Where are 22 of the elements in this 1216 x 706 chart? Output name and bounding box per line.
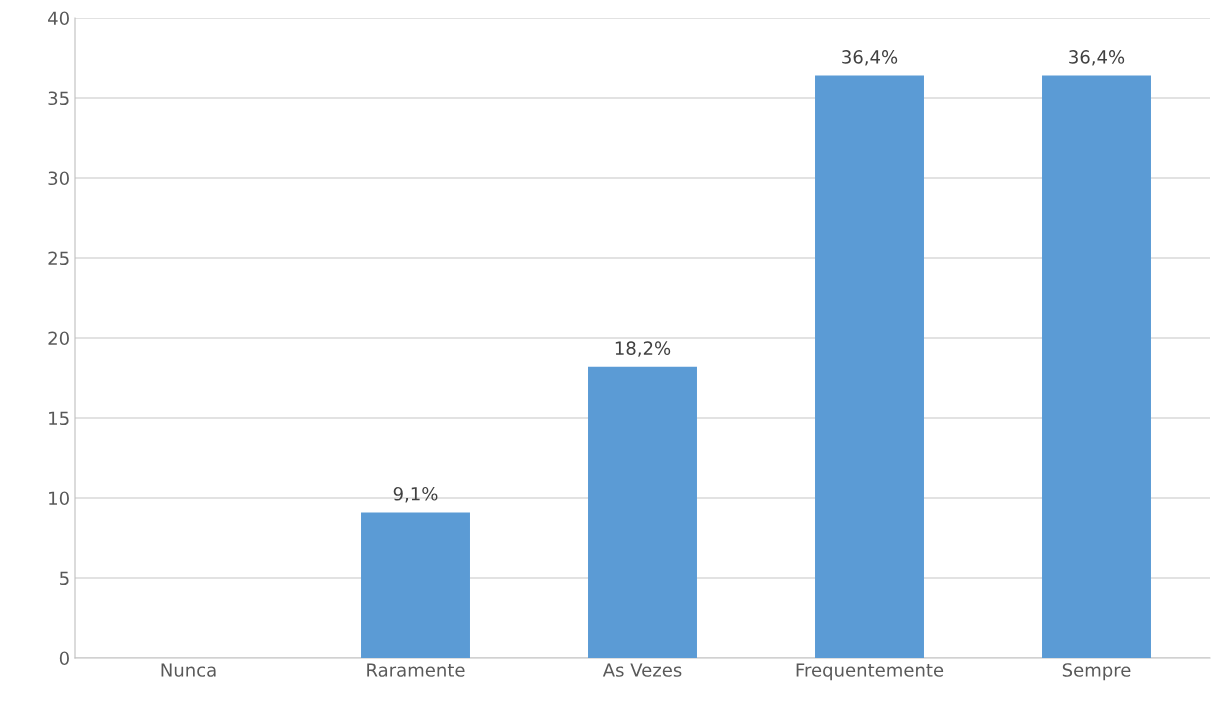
bar [588, 366, 697, 658]
data-label: 18,2% [615, 341, 671, 357]
x-tick-label: Nunca [161, 663, 216, 677]
bar [815, 75, 924, 658]
y-tick-label: 15 [49, 411, 69, 426]
bar [361, 512, 470, 658]
y-tick-label: 30 [48, 171, 69, 186]
x-tick-label: Raramente [367, 663, 465, 677]
y-tick-label: 10 [49, 491, 69, 506]
x-tick-label: Frequentemente [796, 663, 944, 681]
data-label: 36,4% [842, 50, 898, 66]
data-label: 36,4% [1069, 50, 1125, 66]
data-label: 9,1% [393, 486, 438, 503]
x-tick-label: As Vezes [602, 663, 682, 677]
bar [1042, 75, 1151, 658]
y-tick-label: 20 [48, 331, 69, 346]
y-tick-label: 25 [48, 251, 69, 266]
y-tick-label: 40 [48, 11, 69, 26]
y-tick-label: 0 [59, 651, 69, 666]
y-tick-label: 35 [48, 91, 69, 106]
y-tick-label: 5 [60, 571, 69, 586]
x-tick-label: Sempre [1062, 663, 1131, 681]
